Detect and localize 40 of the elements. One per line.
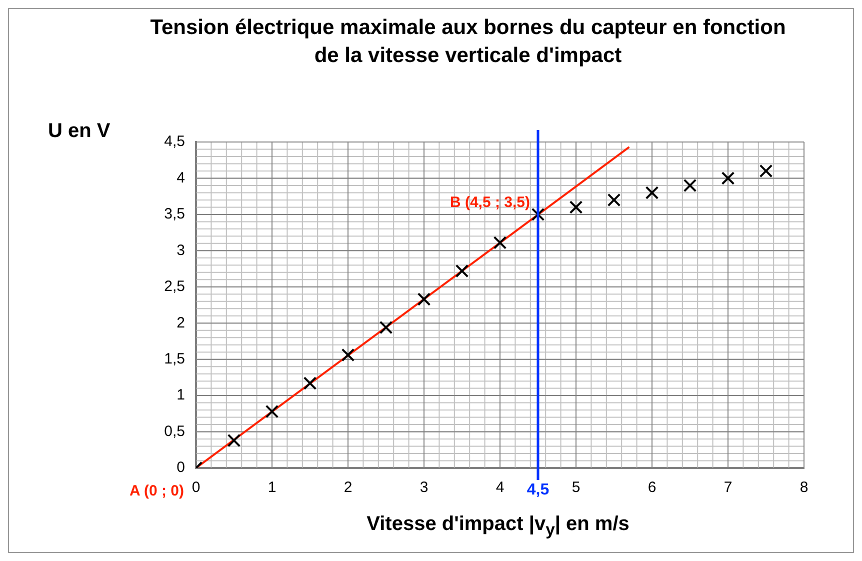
y-tick-label: 2,5: [164, 278, 185, 296]
y-tick-label: 3: [176, 242, 185, 259]
x-axis-title: Vitesse d'impact |v$_{y}$| en m/s: [366, 513, 630, 540]
x-tick-label: 2: [344, 479, 352, 496]
y-tick-label: 1: [176, 386, 185, 404]
x-tick-label: 3: [420, 479, 428, 496]
point: [265, 404, 279, 418]
point: [455, 264, 469, 278]
x-tick-label: 5: [572, 479, 580, 496]
point: [417, 292, 431, 306]
point: [493, 236, 507, 250]
x-tick-label: 0: [192, 479, 200, 496]
y-tick-label: 0,5: [164, 422, 185, 440]
point: [607, 193, 621, 207]
y-tick-label: 4,5: [164, 133, 185, 150]
chart-title: Tension électrique maximale aux bornes du capteur en fonction de la vitesse verticale d'impact: [149, 15, 787, 69]
point: [569, 200, 583, 214]
annotation: B (4,5 ; 3,5): [450, 194, 530, 212]
ref-line-label: 4,5: [526, 481, 550, 498]
x-tick-label: 1: [268, 479, 276, 496]
y-tick-label: 1,5: [164, 350, 185, 368]
y-tick-label: 0: [176, 459, 185, 476]
y-tick-label: 3,5: [164, 206, 185, 223]
x-tick-label: 6: [648, 479, 656, 496]
point: [721, 172, 735, 185]
point: [341, 348, 355, 362]
x-tick-label: 8: [800, 479, 808, 496]
x-tick-label: 7: [724, 479, 732, 496]
y-tick-label: 4: [176, 169, 185, 186]
point: [759, 164, 773, 178]
x-tick-label: 4: [496, 479, 504, 496]
point: [645, 186, 659, 200]
y-axis-title: U en V: [48, 120, 110, 143]
point: [683, 178, 697, 192]
annotation: A (0 ; 0): [130, 482, 184, 500]
y-tick-label: 2: [176, 314, 185, 332]
point: [303, 376, 317, 390]
point: [227, 434, 241, 448]
point: [379, 320, 393, 334]
point: [531, 208, 545, 222]
